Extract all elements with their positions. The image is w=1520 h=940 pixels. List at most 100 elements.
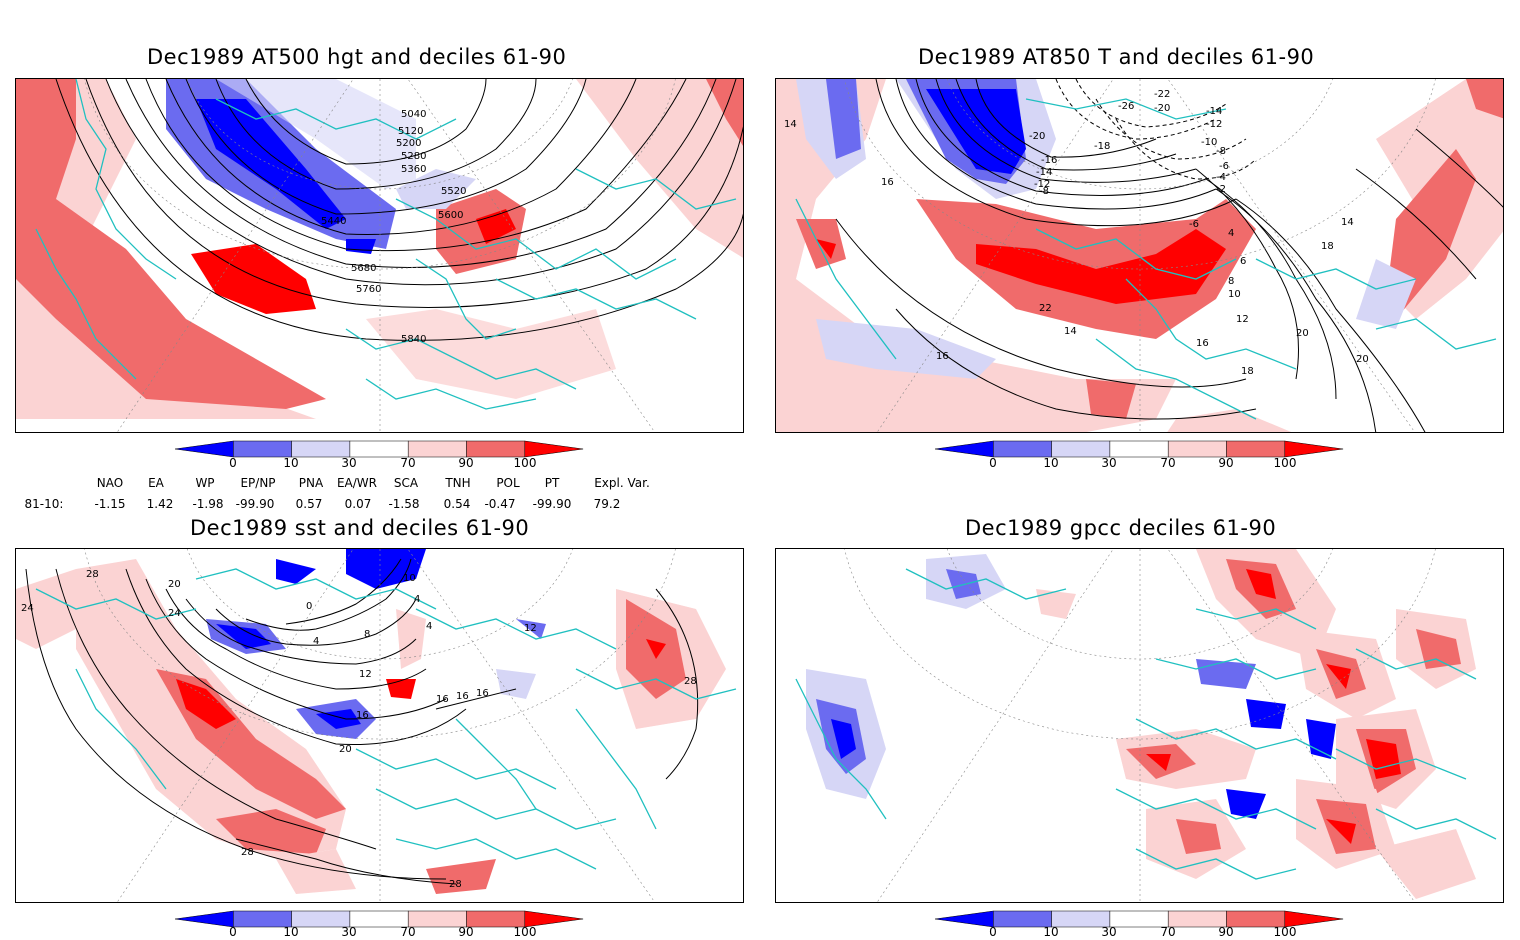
contour-label: 16 bbox=[476, 688, 489, 699]
colorbar-tick: 90 bbox=[1218, 456, 1234, 470]
contour-label: 5280 bbox=[401, 151, 426, 162]
contour-label: 16 bbox=[936, 351, 949, 362]
colorbar-segment bbox=[349, 440, 409, 458]
panel-title-sst: Dec1989 sst and deciles 61-90 bbox=[190, 516, 530, 540]
contour-label: 4 bbox=[414, 594, 420, 605]
colorbar-segment bbox=[1051, 440, 1111, 458]
colorbar-graphic bbox=[174, 440, 584, 458]
contour-label: -14 bbox=[1036, 167, 1052, 178]
map-gpcc-graphic bbox=[795, 549, 1497, 902]
colorbar-segment bbox=[934, 910, 994, 928]
index-value: 1.42 bbox=[146, 497, 174, 511]
contour-label: 14 bbox=[1064, 326, 1077, 337]
contour-label: 8 bbox=[364, 629, 370, 640]
colorbar-tick: 30 bbox=[341, 456, 357, 470]
contour-label: -26 bbox=[1118, 101, 1134, 112]
panel-title-gpcc: Dec1989 gpcc deciles 61-90 bbox=[965, 516, 1277, 540]
contour-label: 16 bbox=[881, 177, 894, 188]
contour-label: 28 bbox=[241, 847, 254, 858]
contour-label: 22 bbox=[1039, 303, 1052, 314]
contour-label: 14 bbox=[1341, 217, 1354, 228]
indices-header-row: NAO EA WP EP/NP PNA EA/WR SCA TNH POL PT… bbox=[0, 476, 700, 492]
colorbar-tick: 10 bbox=[1043, 925, 1059, 939]
index-value: 79.2 bbox=[593, 497, 621, 511]
contour-label: -6 bbox=[1189, 219, 1199, 230]
contour-label: 20 bbox=[168, 579, 181, 590]
contour-label: -6 bbox=[1219, 161, 1229, 172]
colorbar-tick: 0 bbox=[989, 456, 997, 470]
colorbar-segment bbox=[291, 440, 351, 458]
contour-label: 5120 bbox=[398, 126, 423, 137]
colorbar-tick: 100 bbox=[513, 456, 537, 470]
colorbar-hgt500: 0 10 30 70 90 100 bbox=[174, 440, 585, 475]
contour-label: -8 bbox=[1216, 146, 1226, 157]
contour-label: -14 bbox=[1206, 106, 1222, 117]
colorbar-segment bbox=[1284, 910, 1344, 928]
colorbar-tick: 100 bbox=[1273, 925, 1297, 939]
colorbar-tick: 0 bbox=[229, 456, 237, 470]
index-header: PT bbox=[544, 476, 560, 490]
colorbar-graphic bbox=[934, 440, 1344, 458]
contour-label: -2 bbox=[1216, 184, 1226, 195]
colorbar-tick: 0 bbox=[229, 925, 237, 939]
colorbar-graphic bbox=[934, 910, 1344, 928]
colorbar-segment bbox=[174, 440, 234, 458]
colorbar-segment bbox=[1284, 440, 1344, 458]
index-value: -99.90 bbox=[235, 497, 275, 511]
index-header: TNH bbox=[445, 476, 471, 490]
contour-label: 5440 bbox=[321, 216, 346, 227]
contour-label: 20 bbox=[1296, 328, 1309, 339]
contour-label: -12 bbox=[1206, 119, 1222, 130]
index-header: Expl. Var. bbox=[594, 476, 650, 490]
panel-title-hgt500: Dec1989 AT500 hgt and deciles 61-90 bbox=[147, 45, 567, 69]
colorbar-segment bbox=[1226, 440, 1286, 458]
index-header: EA/WR bbox=[336, 476, 378, 490]
contour-label: 12 bbox=[359, 669, 372, 680]
contour-label: 20 bbox=[1356, 354, 1369, 365]
colorbar-tick: 90 bbox=[458, 456, 474, 470]
index-value: 0.57 bbox=[295, 497, 323, 511]
colorbar-graphic bbox=[174, 910, 584, 928]
contour-label: 28 bbox=[684, 676, 697, 687]
map-panel-gpcc bbox=[775, 548, 1504, 903]
contour-label: -12 bbox=[1034, 179, 1050, 190]
contour-label: 5200 bbox=[396, 138, 421, 149]
index-header: EP/NP bbox=[240, 476, 276, 490]
contour-label: 6 bbox=[1240, 256, 1246, 267]
colorbar-tick: 10 bbox=[1043, 456, 1059, 470]
contour-label: 24 bbox=[168, 608, 181, 619]
contour-label: 4 bbox=[426, 621, 432, 632]
contour-label: 16 bbox=[1196, 338, 1209, 349]
index-header: PNA bbox=[298, 476, 324, 490]
contour-label: 28 bbox=[86, 569, 99, 580]
contour-label: 5760 bbox=[356, 284, 381, 295]
contour-label: -20 bbox=[1154, 103, 1170, 114]
contour-label: 5600 bbox=[438, 210, 463, 221]
contour-label: -22 bbox=[1154, 89, 1170, 100]
contour-label: 28 bbox=[449, 879, 462, 890]
contour-label: 4 bbox=[313, 636, 319, 647]
index-value: -1.98 bbox=[192, 497, 224, 511]
contour-label: -10 bbox=[1201, 137, 1217, 148]
contour-label: 24 bbox=[21, 603, 34, 614]
index-value: 0.54 bbox=[443, 497, 471, 511]
panel-title-t850: Dec1989 AT850 T and deciles 61-90 bbox=[918, 45, 1315, 69]
contour-label: 5520 bbox=[441, 186, 466, 197]
contour-label: 10 bbox=[1228, 289, 1241, 300]
colorbar-tick: 0 bbox=[989, 925, 997, 939]
colorbar-sst: 0 10 30 70 90 100 bbox=[174, 910, 585, 940]
colorbar-tick: 10 bbox=[283, 925, 299, 939]
index-header: EA bbox=[148, 476, 164, 490]
index-value: -1.15 bbox=[94, 497, 126, 511]
contour-label: 20 bbox=[339, 744, 352, 755]
contour-label: 16 bbox=[456, 691, 469, 702]
colorbar-tick: 30 bbox=[341, 925, 357, 939]
contour-label: 5360 bbox=[401, 164, 426, 175]
map-t850-graphic: 14 16 -22 -20 -14 -12 -10 -8 -6 -4 -2 -2… bbox=[776, 79, 1503, 432]
map-panel-t850: 14 16 -22 -20 -14 -12 -10 -8 -6 -4 -2 -2… bbox=[775, 78, 1504, 433]
colorbar-tick: 70 bbox=[400, 456, 416, 470]
contour-label: 18 bbox=[1321, 241, 1334, 252]
colorbar-segment bbox=[233, 440, 292, 458]
colorbar-segment bbox=[174, 910, 234, 928]
colorbar-gpcc: 0 10 30 70 90 100 bbox=[934, 910, 1345, 940]
